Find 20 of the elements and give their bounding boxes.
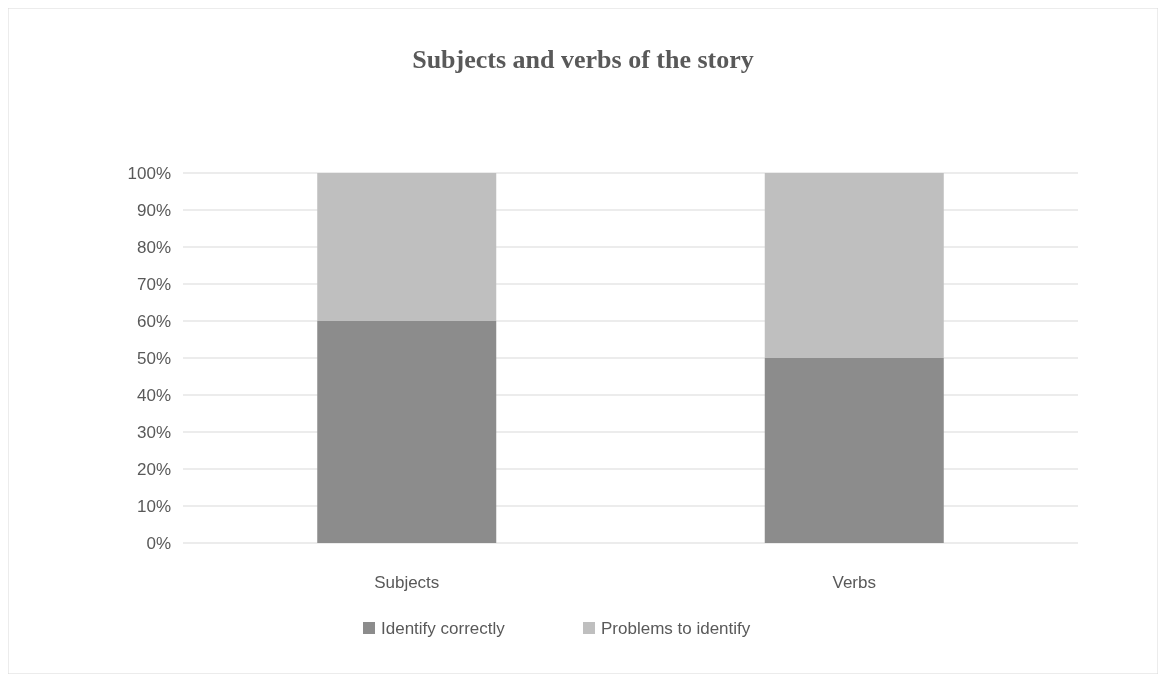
bar	[317, 321, 497, 543]
x-tick-label: Verbs	[832, 573, 876, 592]
legend-label: Identify correctly	[381, 618, 506, 638]
y-tick-label: 100%	[127, 163, 171, 183]
bar	[764, 358, 944, 543]
y-tick-label: 50%	[136, 348, 171, 368]
bar	[764, 173, 944, 358]
y-tick-label: 0%	[146, 533, 171, 553]
y-tick-label: 70%	[136, 274, 171, 294]
y-tick-label: 30%	[136, 422, 171, 442]
y-tick-label: 20%	[136, 459, 171, 479]
bar	[317, 173, 497, 321]
y-tick-label: 60%	[136, 311, 171, 331]
y-tick-label: 10%	[136, 496, 171, 516]
y-tick-label: 40%	[136, 385, 171, 405]
y-tick-label: 90%	[136, 200, 171, 220]
chart-title: Subjects and verbs of the story	[412, 45, 754, 74]
legend-label: Problems to identify	[601, 618, 751, 638]
y-tick-label: 80%	[136, 237, 171, 257]
x-tick-label: Subjects	[374, 573, 440, 592]
